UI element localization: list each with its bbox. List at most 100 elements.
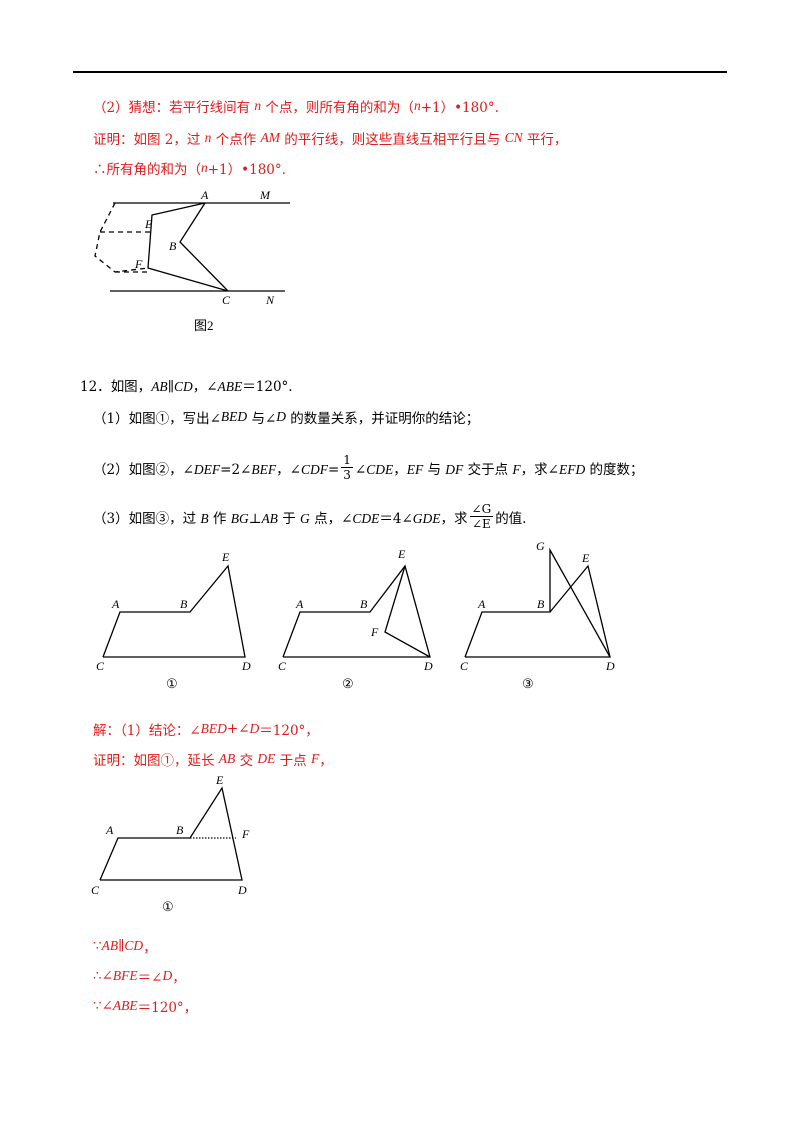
text-run: ＝4∠ bbox=[379, 510, 413, 527]
text-run: ∴∠ bbox=[93, 968, 113, 984]
header-rule bbox=[73, 71, 727, 73]
point-label: A bbox=[105, 823, 114, 837]
math-symbol: BED bbox=[220, 409, 248, 424]
text-line: ∴∠ BFE ＝∠ D， bbox=[93, 966, 186, 986]
point-label: F bbox=[134, 257, 143, 271]
figure-2: A M E B F C N 图2 bbox=[94, 188, 290, 333]
point-label: A bbox=[295, 597, 304, 611]
text-run: ， bbox=[143, 940, 157, 956]
figure-caption: ③ bbox=[522, 676, 534, 691]
text-line: 证明：如图 2，过 n 个点作 AM 的平行线，则这些直线互相平行且与 CN 平… bbox=[93, 128, 567, 148]
text-run: ∵∠ bbox=[93, 998, 113, 1014]
denominator: 3 bbox=[343, 468, 351, 482]
text-run: ∠ bbox=[354, 461, 367, 478]
point-label: A bbox=[477, 597, 486, 611]
text-run: 证明：如图 2，过 bbox=[93, 132, 205, 148]
point-label: M bbox=[259, 188, 271, 202]
math-symbol: n bbox=[204, 130, 212, 145]
text-run: 交于点 bbox=[463, 461, 513, 478]
point-label: C bbox=[96, 659, 105, 673]
math-symbol: n bbox=[413, 98, 421, 113]
point-label: C bbox=[460, 659, 469, 673]
math-symbol: ABE bbox=[217, 379, 243, 394]
text-run: ，求∠ bbox=[520, 461, 559, 478]
point-label: C bbox=[91, 883, 100, 897]
text-run: ，求 bbox=[440, 510, 468, 527]
text-run: 交 bbox=[235, 753, 258, 769]
math-symbol: EFD bbox=[558, 461, 586, 477]
text-line: ∴所有角的和为（ n +1）•180°. bbox=[93, 158, 286, 178]
math-symbol: DEF bbox=[193, 461, 221, 477]
text-run: 证明：如图①，延长 bbox=[93, 753, 219, 769]
point-label: B bbox=[169, 239, 177, 253]
point-label: B bbox=[360, 597, 368, 611]
text-line: ∵∠ ABE ＝120°， bbox=[93, 996, 197, 1016]
math-symbol: CDF bbox=[300, 461, 328, 477]
problem-number: 12． bbox=[80, 379, 111, 395]
text-run: ＝120°， bbox=[137, 1000, 198, 1016]
point-label: E bbox=[581, 551, 590, 565]
math-symbol: GDE bbox=[412, 510, 441, 526]
text-run: ∥ bbox=[167, 379, 174, 395]
math-symbol: AB bbox=[261, 510, 278, 526]
text-line: （3）如图③，过 B 作 BG⊥AB 于 G 点，∠CDE＝4∠GDE，求 ∠G… bbox=[93, 502, 526, 531]
text-run: （3）如图③，过 bbox=[93, 510, 201, 527]
text-line: ∵ AB ∥ CD， bbox=[93, 936, 157, 956]
text-runs: （2）如图②，∠DEF=2∠BEF，∠CDF= bbox=[93, 458, 339, 478]
text-run: ＝120°. bbox=[242, 379, 293, 395]
text-run: 个点作 bbox=[211, 132, 261, 148]
text-run: 作 bbox=[208, 510, 231, 527]
solution-figure: A B E F C D ① bbox=[91, 773, 250, 914]
figure-caption: ① bbox=[166, 676, 178, 691]
point-label: G bbox=[536, 539, 545, 553]
point-label: B bbox=[176, 823, 184, 837]
text-run: ， bbox=[172, 970, 186, 986]
math-symbol: AB bbox=[218, 751, 236, 766]
text-runs: ∠CDE，EF 与 DF 交于点 F，求∠EFD 的度数； bbox=[355, 458, 644, 478]
math-symbol: ABE bbox=[112, 998, 138, 1013]
text-run: ＝∠ bbox=[137, 970, 163, 986]
text-run: 的平行线，则这些直线互相平行且与 bbox=[280, 132, 505, 148]
denominator: ∠E bbox=[471, 517, 491, 531]
math-symbol: B bbox=[200, 510, 209, 526]
text-line: （1）如图①，写出∠ BED 与∠ D 的数量关系，并证明你的结论； bbox=[93, 407, 479, 427]
point-label: D bbox=[423, 659, 433, 673]
figure-3: A B G E C D ③ bbox=[460, 539, 615, 691]
text-run: 点，∠ bbox=[309, 510, 353, 527]
text-run: +1）•180°. bbox=[207, 162, 286, 178]
text-run: =2∠ bbox=[220, 461, 252, 478]
point-label: C bbox=[222, 293, 231, 307]
text-runs: （3）如图③，过 B 作 BG⊥AB 于 G 点，∠CDE＝4∠GDE，求 bbox=[93, 507, 468, 527]
math-symbol: CD bbox=[173, 379, 193, 394]
problem-statement: 12． 如图，AB∥CD，∠ABE＝120°. bbox=[80, 375, 293, 395]
math-symbol: D bbox=[249, 721, 260, 736]
text-run: ∵ bbox=[93, 938, 102, 954]
text-run: ⊥ bbox=[248, 510, 262, 527]
figure-caption: ② bbox=[342, 676, 354, 691]
numerator: 1 bbox=[341, 453, 353, 468]
point-label: A bbox=[200, 188, 209, 202]
text-run: ＝120°， bbox=[259, 723, 319, 739]
point-label: D bbox=[241, 659, 251, 673]
point-label: E bbox=[397, 547, 406, 561]
point-label: E bbox=[215, 773, 224, 787]
text-run: （2）如图②，∠ bbox=[93, 461, 194, 478]
text-line: 证明：如图①，延长 AB 交 DE 于点 F， bbox=[93, 749, 333, 769]
point-label: F bbox=[241, 827, 250, 841]
math-symbol: F bbox=[310, 751, 320, 766]
point-label: D bbox=[605, 659, 615, 673]
text-run: 于 bbox=[277, 510, 301, 527]
text-run: （2）猜想：若平行线间有 bbox=[93, 100, 255, 116]
text-runs: 的值. bbox=[495, 507, 526, 527]
text-run: 的数量关系，并证明你的结论； bbox=[286, 411, 480, 427]
math-symbol: AB bbox=[101, 938, 119, 953]
math-symbol: F bbox=[512, 461, 521, 477]
math-symbol: EF bbox=[406, 461, 424, 477]
math-symbol: CDE bbox=[352, 510, 380, 526]
text-run: （1）如图①，写出∠ bbox=[93, 411, 221, 427]
text-run: 平行， bbox=[522, 132, 568, 148]
point-label: E bbox=[144, 217, 153, 231]
